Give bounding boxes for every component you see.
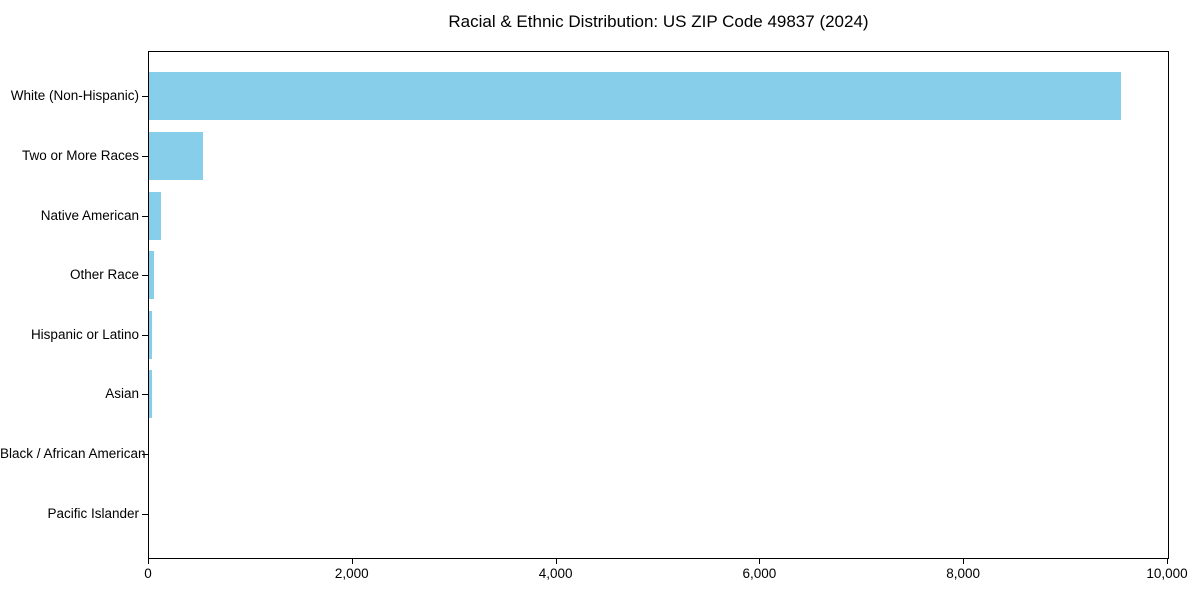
y-tick-mark xyxy=(142,215,148,217)
y-tick-label-asian: Asian xyxy=(105,386,139,402)
x-tick-mark xyxy=(148,559,149,564)
x-tick-mark xyxy=(351,559,353,564)
y-tick-mark xyxy=(142,156,148,157)
x-tick-label-8000: 8,000 xyxy=(946,566,981,581)
y-tick-mark xyxy=(142,334,148,336)
x-tick-label-4000: 4,000 xyxy=(538,566,573,581)
y-tick-mark xyxy=(142,96,148,98)
y-tick-label-native-american: Native American xyxy=(40,207,139,223)
bar-white-non-hispanic xyxy=(149,72,1122,121)
x-tick-mark xyxy=(1167,559,1168,564)
plot-area xyxy=(148,51,1169,559)
y-tick-mark xyxy=(142,275,148,277)
x-tick-mark xyxy=(963,559,965,564)
chart-title: Racial & Ethnic Distribution: US ZIP Cod… xyxy=(448,12,869,31)
x-tick-label-6000: 6,000 xyxy=(742,566,777,581)
bar-two-or-more-races xyxy=(149,132,203,180)
y-tick-label-two-or-more-races: Two or More Races xyxy=(21,148,139,163)
x-tick-label-10000: 10,000 xyxy=(1146,566,1188,581)
bar-asian xyxy=(149,370,152,419)
y-tick-label-black-african-american: Black / African American xyxy=(0,446,146,461)
y-tick-label-hispanic-or-latino: Hispanic or Latino xyxy=(30,326,139,342)
y-tick-label-white-non-hispanic: White (Non-Hispanic) xyxy=(10,88,139,104)
x-tick-mark xyxy=(759,559,761,564)
bar-native-american xyxy=(149,191,162,240)
y-tick-label-pacific-islander: Pacific Islander xyxy=(47,505,139,521)
bar-other-race xyxy=(149,251,155,300)
y-tick-mark xyxy=(142,394,148,396)
bar-hispanic-or-latino xyxy=(149,310,153,359)
y-tick-label-other-race: Other Race xyxy=(69,267,139,283)
x-tick-label-0: 0 xyxy=(144,566,152,581)
x-tick-label-2000: 2,000 xyxy=(334,566,369,581)
y-tick-mark xyxy=(142,454,148,455)
x-tick-mark xyxy=(555,559,557,564)
y-tick-mark xyxy=(142,513,148,515)
